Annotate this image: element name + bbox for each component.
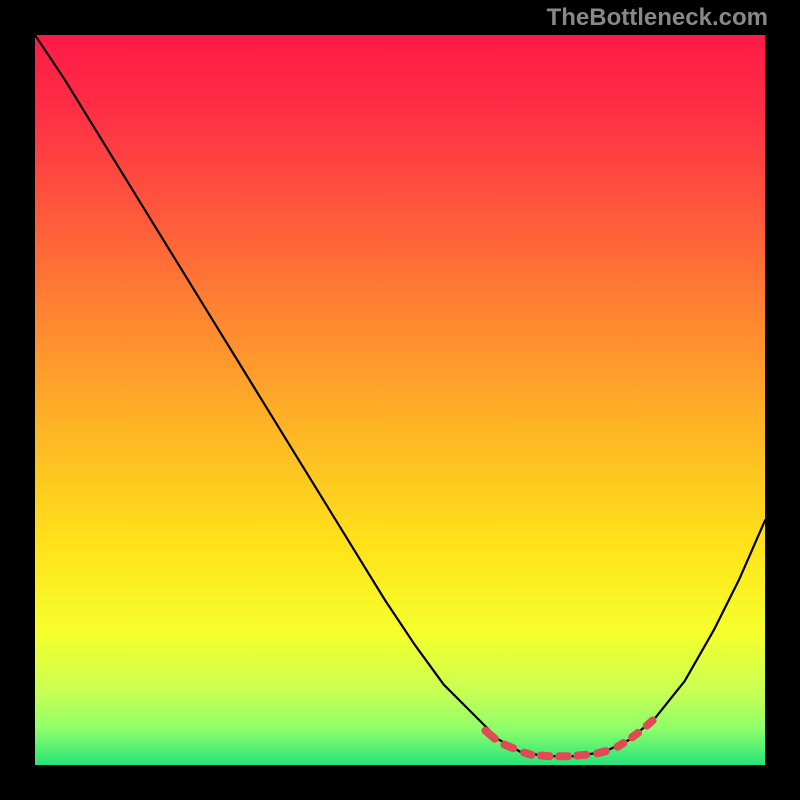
dash-segment — [618, 743, 624, 747]
dash-segment — [647, 720, 653, 725]
watermark-text: TheBottleneck.com — [547, 4, 768, 32]
optimal-range-dashes — [485, 720, 652, 756]
bottleneck-curve — [35, 35, 765, 756]
dash-segment — [577, 755, 586, 756]
dash-segment — [504, 745, 513, 749]
dash-segment — [524, 753, 531, 755]
dash-segment — [632, 733, 638, 737]
dash-segment — [541, 756, 550, 757]
plot-area — [35, 35, 765, 765]
dash-segment — [485, 731, 494, 739]
dash-segment — [597, 751, 606, 753]
chart-overlay — [35, 35, 765, 765]
